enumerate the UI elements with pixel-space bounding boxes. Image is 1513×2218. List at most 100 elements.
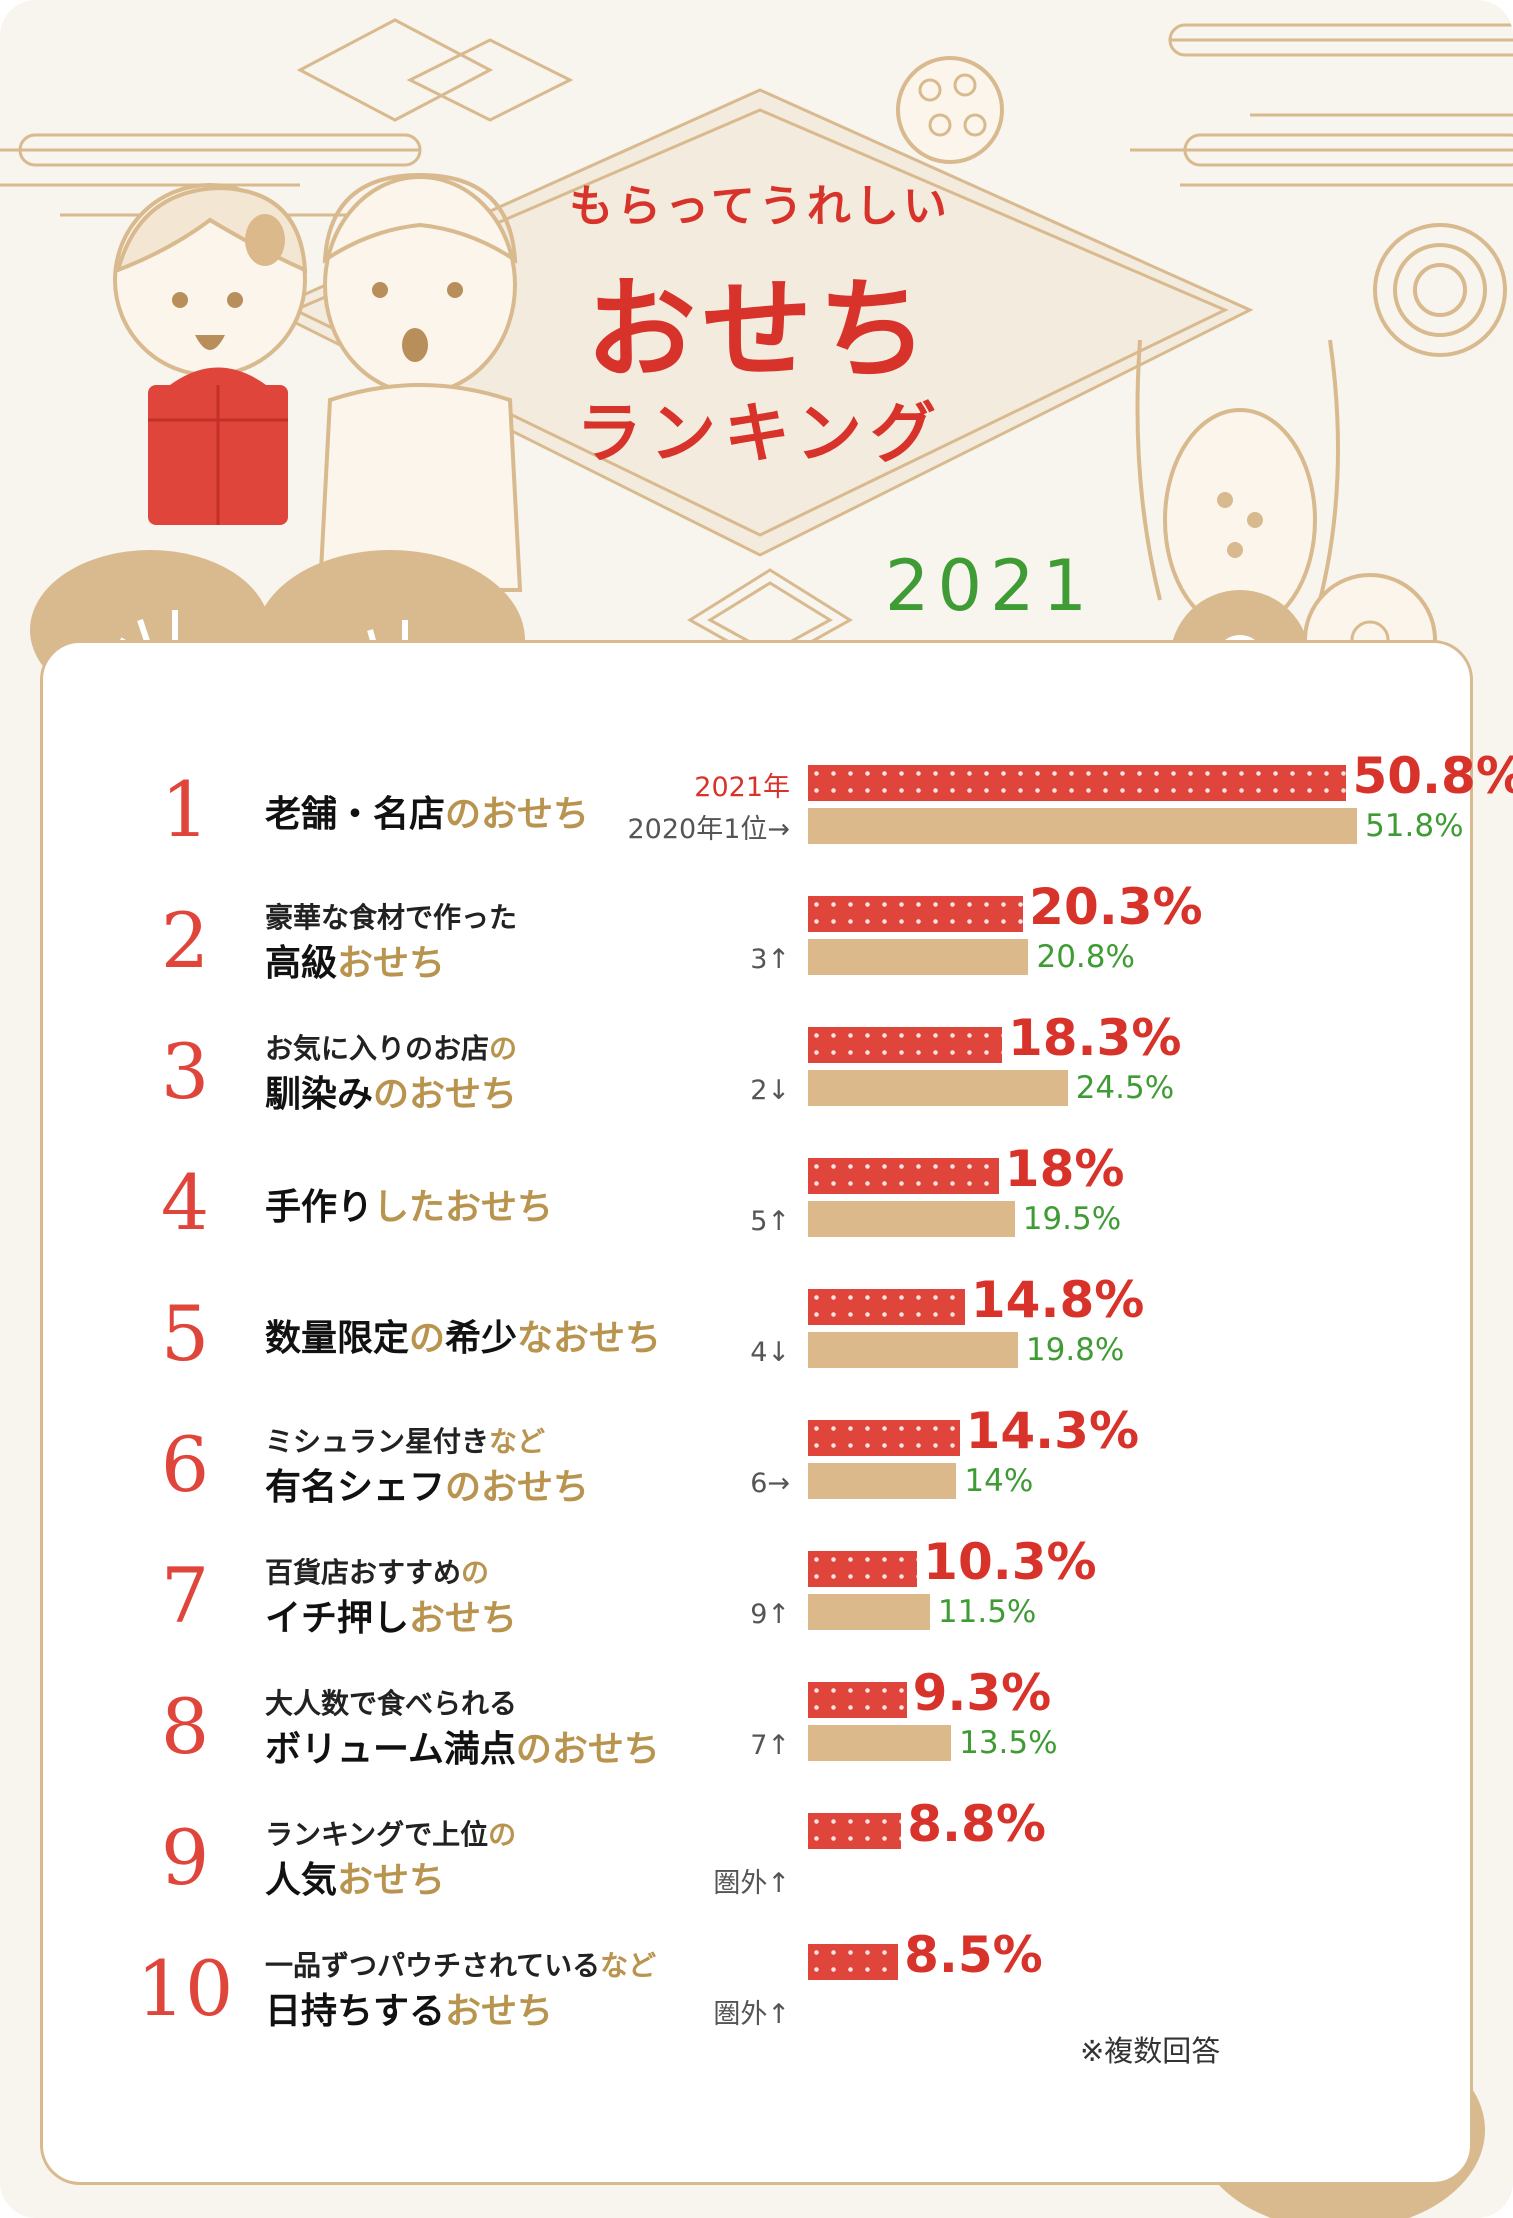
value-label-2020: 19.5% [1022,1201,1122,1237]
item-label-line1: 百貨店おすすめの [265,1551,489,1591]
label-segment: 数量限定 [265,1318,410,1359]
bar-2020 [808,1332,1018,1368]
value-label-2021: 20.3% [1029,878,1203,936]
item-label-line2: 高級おせち [265,934,445,986]
previous-rank: 9↑ [750,1599,790,1630]
label-segment: おせち [445,1991,554,2032]
label-segment: のおせち [445,794,590,835]
label-segment: ボリューム満点 [265,1729,516,1770]
lobster-illustration [1135,339,1340,632]
label-segment: の [409,1318,446,1359]
girl-illustration [113,183,308,525]
label-segment: 馴染み [265,1074,374,1115]
rank-number: 4 [160,1158,210,1247]
bar-2021 [808,1944,899,1980]
rank-number: 5 [160,1289,210,1378]
bar-2020 [808,1725,952,1761]
label-segment: 有名シェフ [265,1467,446,1508]
bar-2021 [808,896,1024,932]
ranking-row: 2 豪華な食材で作った 高級おせち 3↑ 20.3% 20.8% [0,878,1513,996]
value-label-2021: 50.8% [1352,747,1513,805]
rank-number: 2 [160,896,210,985]
header-subtitle: もらってうれしい [569,181,951,232]
item-label-line2: イチ押しおせち [265,1589,517,1641]
item-label-line1: 大人数で食べられる [265,1682,517,1722]
label-segment: おせち [409,1598,518,1639]
value-label-2021: 10.3% [923,1533,1097,1591]
previous-rank: 2020年1位→ [627,814,790,845]
value-label-2020: 19.8% [1025,1332,1125,1368]
bar-2020 [808,808,1358,844]
label-segment: なおせち [517,1318,662,1359]
value-label-2021: 18% [1004,1140,1125,1198]
value-label-2021: 8.8% [907,1795,1046,1853]
previous-rank: 4↓ [750,1337,790,1368]
label-segment: ランキングで上位 [265,1818,489,1851]
lotus-root-illustration [896,56,1004,164]
ranking-row: 9 ランキングで上位の 人気おせち 圏外↑ 8.8% [0,1795,1513,1913]
label-segment: 大人数で食べられる [265,1687,518,1720]
label-segment: 日持ちする [265,1991,446,2032]
ranking-row: 8 大人数で食べられる ボリューム満点のおせち 7↑ 9.3% 13.5% [0,1664,1513,1782]
label-segment: のおせち [373,1074,518,1115]
bar-2021 [808,1682,907,1718]
label-segment: など [489,1425,546,1458]
bar-2021 [808,1158,999,1194]
ranking-row: 7 百貨店おすすめの イチ押しおせち 9↑ 10.3% 11.5% [0,1533,1513,1651]
label-segment: のおせち [515,1729,660,1770]
rank-number: 8 [160,1682,210,1771]
item-label-line2: 老舗・名店のおせち [265,785,589,837]
item-label-line2: 人気おせち [265,1851,445,1903]
value-label-2020: 14% [964,1463,1034,1499]
label-segment: の [461,1556,490,1589]
ranking-row: 3 お気に入りのお店の 馴染みのおせち 2↓ 18.3% 24.5% [0,1009,1513,1127]
value-label-2020: 20.8% [1036,939,1135,975]
label-segment: おせち [337,1860,446,1901]
label-segment: 百貨店おすすめ [265,1556,462,1589]
bar-2021 [808,1551,918,1587]
legend-2021: 2021年 [694,772,790,803]
ranking-row: 4 手作りしたおせち 5↑ 18% 19.5% [0,1140,1513,1258]
item-label-line2: 日持ちするおせち [265,1982,553,2034]
label-segment: おせち [337,943,446,984]
value-label-2020: 24.5% [1075,1070,1175,1106]
bar-2020 [808,1201,1015,1237]
rank-number: 3 [160,1027,210,1116]
label-segment: のおせち [445,1467,590,1508]
item-label-line2: 手作りしたおせち [265,1178,553,1230]
ranking-row: 6 ミシュラン星付きなど 有名シェフのおせち 6→ 14.3% 14% [0,1402,1513,1520]
rank-number: 6 [160,1420,210,1509]
cloud-pattern [0,23,1513,217]
value-label-2021: 8.5% [904,1926,1043,1984]
item-label-line2: 数量限定の希少なおせち [265,1309,661,1361]
previous-rank: 2↓ [750,1075,790,1106]
bar-2020 [808,939,1029,975]
header-title: おせち [586,266,934,394]
boy-illustration [317,172,523,592]
item-label-line1: ランキングで上位の [265,1813,516,1853]
label-segment: の [488,1818,517,1851]
label-segment: 一品ずつパウチされている [265,1949,601,1982]
label-segment: の [489,1032,518,1065]
ranking-panel [40,640,1473,2185]
previous-rank: 6→ [750,1468,790,1499]
diamond-frames [266,18,1254,667]
bar-2020 [808,1070,1068,1106]
spiral-illustration [1373,223,1507,357]
label-segment: 豪華な食材で作った [265,901,518,934]
item-label-line2: 有名シェフのおせち [265,1458,589,1510]
ranking-row: 5 数量限定の希少なおせち 4↓ 14.8% 19.8% [0,1271,1513,1389]
item-label-line1: ミシュラン星付きなど [265,1420,545,1460]
label-segment: ミシュラン星付き [265,1425,490,1458]
previous-rank: 5↑ [750,1206,790,1237]
value-label-2021: 14.3% [965,1402,1140,1460]
item-label-line2: ボリューム満点のおせち [265,1720,660,1772]
label-segment: 高級 [265,943,338,984]
previous-rank: 3↑ [750,944,790,975]
bar-2021 [808,1420,960,1456]
header-year: 2021 [884,545,1096,627]
bar-2020 [808,1594,930,1630]
bar-2020 [808,1463,957,1499]
rank-number: 1 [160,765,210,854]
bar-2021 [808,1289,965,1325]
